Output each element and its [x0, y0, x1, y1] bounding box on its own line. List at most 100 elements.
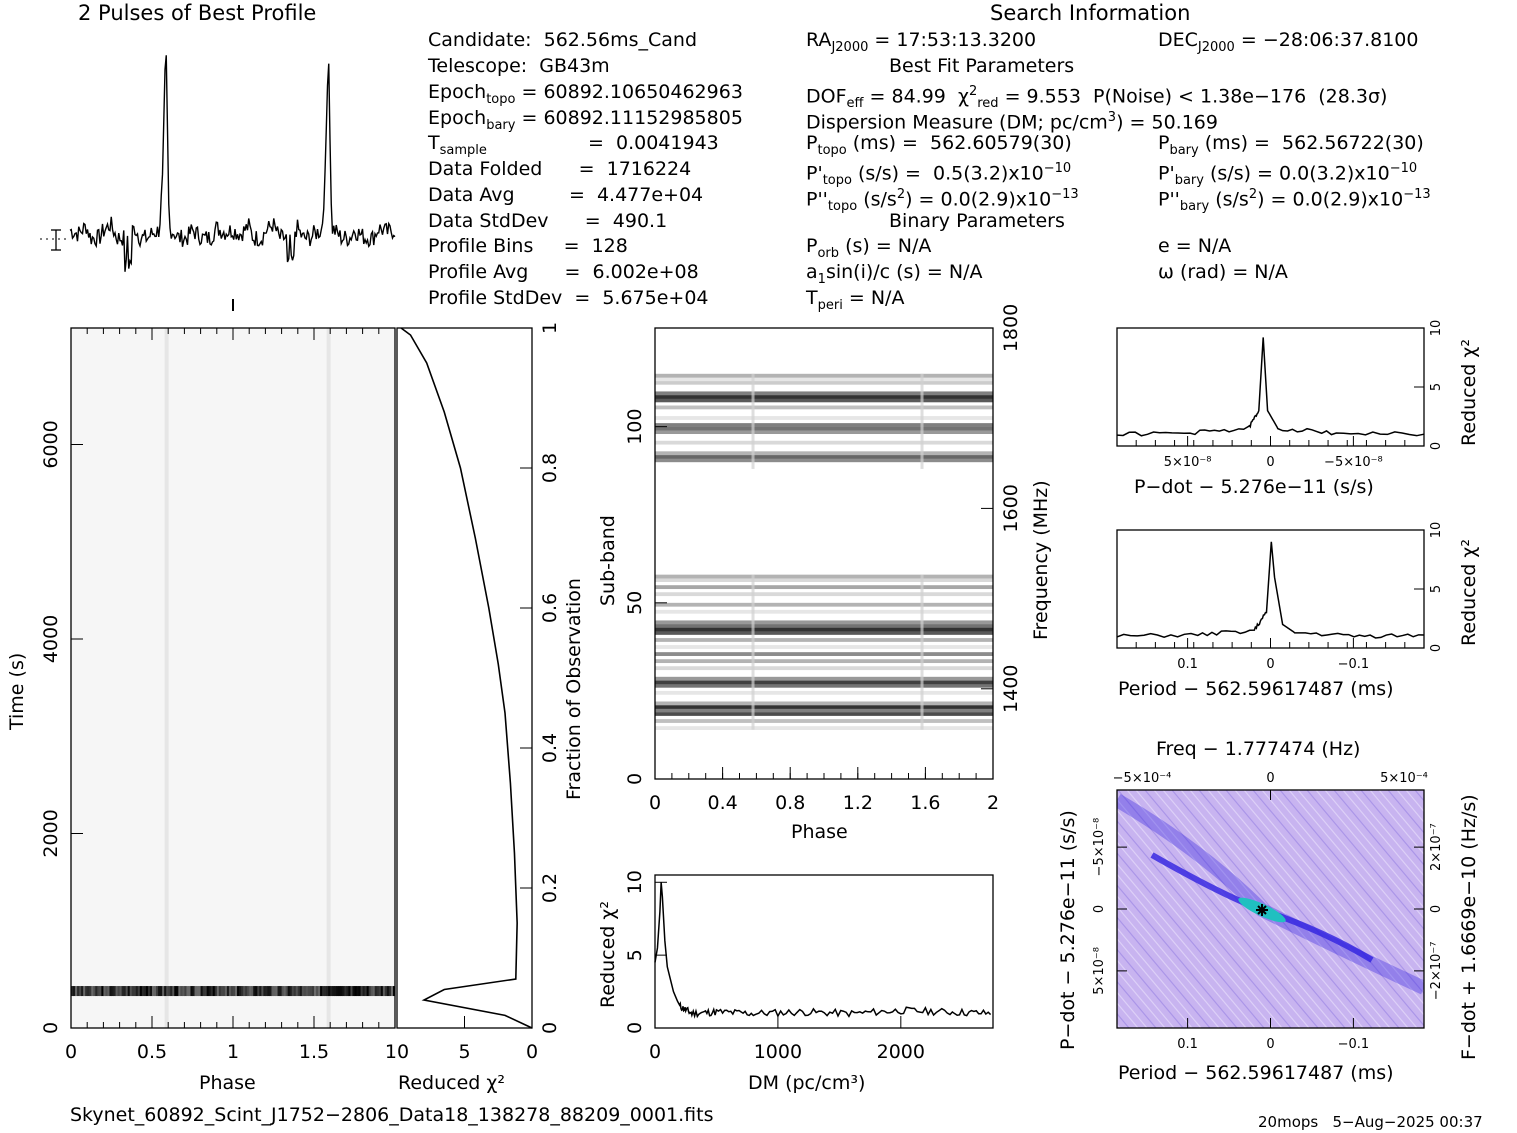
pdot-line: [1116, 337, 1425, 437]
timephase-band-cell: [156, 986, 159, 997]
dm-ytick-label: 0: [624, 1022, 646, 1034]
timephase-band-cell: [255, 986, 258, 997]
timephase-band-cell: [93, 986, 96, 997]
timephase-band-cell: [322, 986, 325, 997]
timephase-band-cell: [172, 986, 175, 997]
ppdot-stripe: [875, 790, 1075, 1028]
ppdot-stripe: [1117, 862, 1256, 1028]
ppdot-stripe: [1487, 790, 1517, 1028]
ppdot-stripe: [1333, 790, 1424, 899]
fraction-ytick-label: 0.6: [539, 593, 561, 623]
period-xlabel: Period − 562.59617487 (ms): [1118, 678, 1394, 700]
dm-ylabel: Reduced χ²: [597, 901, 619, 1008]
subband-row: [655, 592, 993, 597]
subband-ytick-label: 0: [624, 773, 646, 785]
subband-ytick-label: 100: [624, 409, 646, 445]
timephase-band-cell: [103, 986, 106, 997]
timephase-band-cell: [101, 986, 104, 997]
timephase-band-cell: [360, 986, 364, 997]
timephase-band-cell: [83, 986, 86, 997]
subband-xtick-label: 0.8: [775, 792, 805, 814]
pdot-xtick-label: −5×10⁻⁸: [1324, 455, 1383, 470]
subband-row: [655, 712, 993, 716]
timephase-ytick-label: 2000: [40, 809, 62, 857]
timephase-band-cell: [190, 986, 193, 997]
subband-row: [655, 451, 993, 456]
timephase-band-cell: [176, 986, 179, 997]
period-ytick-label: 5: [1429, 585, 1444, 593]
subband-row: [655, 458, 993, 463]
timephase-band-cell: [137, 986, 141, 997]
ppdot-stripe: [1117, 916, 1211, 1028]
dm-xtick-label: 2000: [877, 1041, 925, 1063]
ppdot-title: Freq − 1.777474 (Hz): [1156, 738, 1361, 760]
fraction-ytick-label: 0.2: [539, 873, 561, 903]
pdot-ytick-label: 10: [1429, 320, 1444, 337]
subband-row: [655, 423, 993, 427]
ppdot-stripe: [1360, 790, 1424, 866]
ppdot-stripe: [1126, 790, 1328, 1028]
period-xtick-label: −0.1: [1338, 657, 1370, 672]
timephase-band-cell: [121, 986, 125, 997]
timephase-band-cell: [291, 986, 295, 997]
timephase-band-cell: [253, 986, 256, 997]
subband-y2tick-label: 1800: [1000, 304, 1022, 352]
timephase-band-cell: [200, 986, 204, 997]
timephase-band-cell: [269, 986, 272, 997]
subband-y2tick-label: 1600: [1000, 484, 1022, 532]
subband-row: [655, 680, 993, 685]
timephase-band-cell: [192, 986, 196, 997]
timephase-band-cell: [318, 986, 321, 997]
ppdot-stripe: [1496, 790, 1517, 1028]
timephase-band-cell: [222, 986, 226, 997]
timephase-band-cell: [208, 986, 212, 997]
pdot-frame: [1116, 327, 1425, 447]
subband-row: [655, 440, 993, 445]
ppdot-stripe: [1117, 894, 1229, 1028]
timestamp-text: 20mops 5−Aug−2025 00:37: [1258, 1113, 1483, 1131]
subband-pulse-stripe: [751, 574, 755, 730]
timephase-band-cell: [228, 986, 232, 997]
period-ylabel: Reduced χ²: [1458, 539, 1480, 646]
ppdot-ytick-label: 0: [1092, 905, 1107, 913]
timephase-band-cell: [388, 986, 392, 997]
tsample-value: = 0.0041943: [588, 132, 719, 154]
ppdot-x2tick-label: 5×10⁻⁴: [1380, 771, 1428, 786]
ppdot-stripe: [1117, 937, 1193, 1028]
dec-text: DECJ2000 = −28:06:37.8100: [1158, 29, 1419, 55]
ppdot-xtick-label: 0: [1266, 1037, 1274, 1052]
subband-row: [655, 405, 993, 410]
timephase-band-cell: [330, 986, 333, 997]
subband-row: [655, 719, 993, 723]
ppdot-stripe: [1117, 1002, 1139, 1028]
ppdot-stripe: [1117, 820, 1292, 1028]
timephase-band-cell: [77, 986, 80, 997]
timephase-band-cell: [206, 986, 210, 997]
subband-xlabel: Phase: [791, 821, 848, 843]
timephase-band-cell: [135, 986, 139, 997]
timephase-band-cell: [311, 986, 315, 997]
subband-row: [655, 701, 993, 706]
data-avg-text: Data Avg = 4.477e+04: [428, 184, 704, 206]
timephase-band-cell: [299, 986, 303, 997]
omega-text: ω (rad) = N/A: [1158, 261, 1288, 283]
pdot-ytick-label: 5: [1429, 383, 1444, 391]
ppdot-stripe: [1117, 948, 1184, 1028]
timephase-band-cell: [273, 986, 277, 997]
a1-text: a1sin(i)/c (s) = N/A: [806, 261, 983, 287]
timephase-band-cell: [123, 986, 127, 997]
binary-title: Binary Parameters: [889, 210, 1065, 232]
dm-ytick-label: 10: [624, 870, 646, 894]
timephase-band-cell: [139, 986, 143, 997]
timephase-band-cell: [364, 986, 368, 997]
ppdot-stripe: [821, 790, 1021, 1028]
subband-row: [655, 690, 993, 695]
ppdot-ylabel: P−dot − 5.276e−11 (s/s): [1057, 810, 1079, 1050]
timephase-band-cell: [259, 986, 262, 997]
ppdot-stripe: [1252, 790, 1424, 995]
timephase-band-cell: [115, 986, 119, 997]
subband-row: [655, 574, 993, 579]
dm-xlabel: DM (pc/cm³): [748, 1072, 866, 1094]
subband-row: [655, 708, 993, 713]
timephase-band-cell: [198, 986, 202, 997]
